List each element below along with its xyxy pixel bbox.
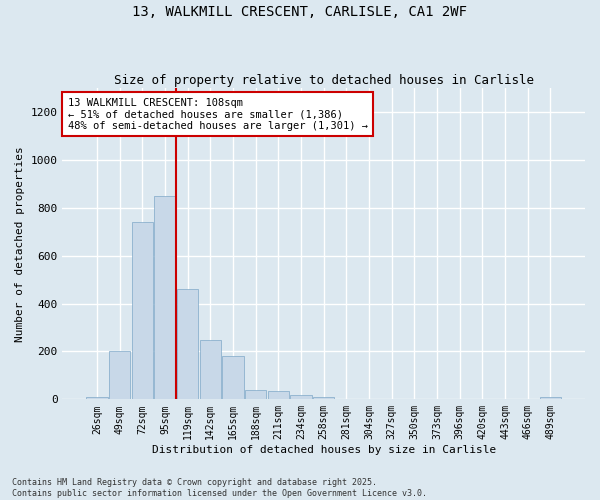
Bar (313, 397, 334, 400)
Bar (200, 340, 221, 400)
Bar (540, 398, 561, 400)
Bar (131, 222, 153, 400)
Bar (86, 397, 108, 400)
Bar (222, 356, 244, 400)
Bar (154, 196, 176, 400)
X-axis label: Distribution of detached houses by size in Carlisle: Distribution of detached houses by size … (152, 445, 496, 455)
Bar (245, 390, 266, 400)
Title: Size of property relative to detached houses in Carlisle: Size of property relative to detached ho… (114, 74, 534, 87)
Bar (109, 352, 130, 400)
Text: 13 WALKMILL CRESCENT: 108sqm
← 51% of detached houses are smaller (1,386)
48% of: 13 WALKMILL CRESCENT: 108sqm ← 51% of de… (68, 98, 368, 130)
Bar (290, 395, 312, 400)
Bar (177, 289, 199, 400)
Y-axis label: Number of detached properties: Number of detached properties (15, 146, 25, 342)
Bar (268, 391, 289, 400)
Text: Contains HM Land Registry data © Crown copyright and database right 2025.
Contai: Contains HM Land Registry data © Crown c… (12, 478, 427, 498)
Text: 13, WALKMILL CRESCENT, CARLISLE, CA1 2WF: 13, WALKMILL CRESCENT, CARLISLE, CA1 2WF (133, 5, 467, 19)
